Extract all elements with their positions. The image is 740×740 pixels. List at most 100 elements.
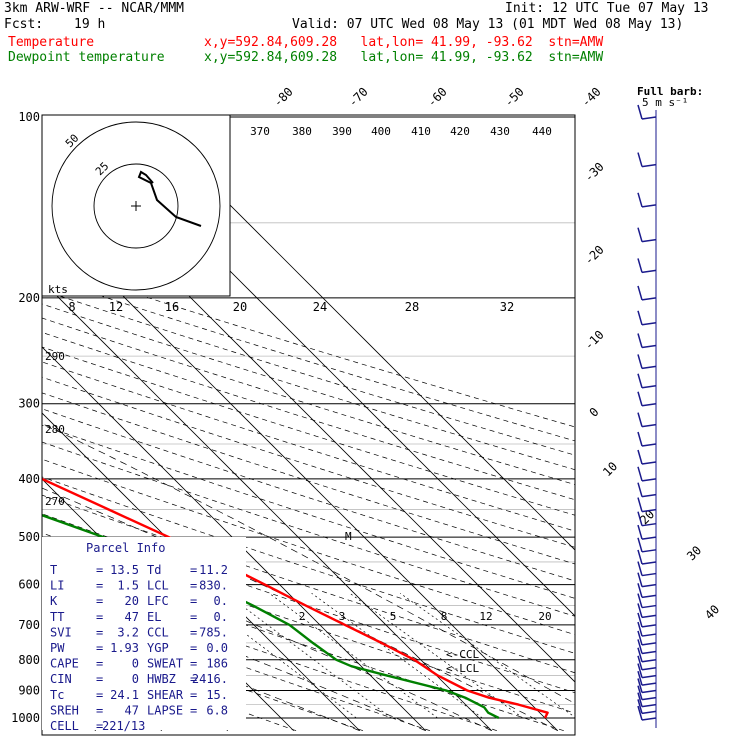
parcel-equals: = <box>96 688 103 702</box>
wind-barb <box>641 689 657 694</box>
plot-frame <box>41 114 576 736</box>
wind-barb <box>641 583 657 588</box>
isotherm-label: 10 <box>600 459 620 479</box>
parcel-value: 47 <box>125 703 139 717</box>
dewpoint-location: x,y=592.84,609.28 lat,lon= 41.99, -93.62… <box>204 50 604 65</box>
theta-e-label: 440 <box>532 125 552 138</box>
parcel-equals: = <box>190 641 197 655</box>
init-time: Init: 12 UTC Tue 07 May 13 <box>505 1 709 16</box>
parcel-value: 830. <box>199 579 228 593</box>
isotherm-label: -20 <box>582 243 607 268</box>
parcel-equals: = <box>190 579 197 593</box>
wind-barb-flag <box>637 310 643 326</box>
parcel-equals: = <box>190 594 197 608</box>
height-label: 290 <box>45 350 65 363</box>
theta-e-label: 370 <box>250 125 270 138</box>
forecast-label: Fcst: <box>4 17 44 32</box>
model-title: 3km ARW-WRF -- NCAR/MMM <box>4 1 185 16</box>
parcel-label: CCL <box>147 625 169 639</box>
parcel-value: 47 <box>125 610 139 624</box>
wind-barb <box>641 561 657 565</box>
parcel-equals: = <box>96 610 103 624</box>
wind-barb <box>641 493 657 498</box>
wind-barb-flag <box>637 655 643 670</box>
mixing-ratio-label: 20 <box>538 610 551 623</box>
wind-barb <box>641 522 657 527</box>
pressure-tick-label: 1000 <box>11 711 40 725</box>
hodograph-trace <box>137 170 202 227</box>
pressure-tick-label: 900 <box>18 683 40 697</box>
valid-time: Valid: 07 UTC Wed 08 May 13 (01 MDT Wed … <box>292 17 684 32</box>
mixing-ratio-label: 2 <box>299 610 306 623</box>
isotherm-line <box>42 412 361 732</box>
wind-barb-flag <box>637 630 643 646</box>
wind-barb <box>641 344 657 349</box>
wind-speed-label: 20 <box>233 300 247 314</box>
hodograph-ring <box>51 121 221 291</box>
dry-adiabat <box>42 346 575 516</box>
parcel-label: Tc <box>50 688 64 702</box>
wind-barb-flag <box>637 593 643 608</box>
pressure-tick-label: 700 <box>18 618 40 632</box>
wind-barb <box>641 549 657 553</box>
barb-legend-title: Full barb: <box>637 85 703 98</box>
wind-barb-flag <box>637 152 643 167</box>
wind-barb-flag <box>637 647 643 662</box>
parcel-equals: = <box>96 563 103 577</box>
wind-barb-flag <box>637 549 643 565</box>
parcel-value: 0.0 <box>206 641 228 655</box>
parcel-label: YGP <box>147 641 169 655</box>
parcel-value: 6.8 <box>206 703 228 717</box>
wind-barb-flag <box>637 583 643 598</box>
parcel-label: CIN <box>50 672 72 686</box>
wind-barb-flag <box>637 537 643 553</box>
parcel-value: 13.5 <box>110 563 139 577</box>
mixing-ratio-line <box>349 592 524 719</box>
parcel-equals: = <box>96 625 103 639</box>
parcel-label: Td <box>147 563 161 577</box>
wind-barb <box>641 269 657 274</box>
theta-e-label: 400 <box>371 125 391 138</box>
wind-barb-flag <box>637 391 643 406</box>
parcel-value: 0 <box>132 657 139 671</box>
hodograph-units: kts <box>48 283 68 296</box>
isotherm-label: 40 <box>702 602 722 622</box>
wind-barb <box>641 384 657 389</box>
dry-adiabat <box>42 276 575 442</box>
wind-barb <box>641 322 657 326</box>
wind-barb <box>641 604 657 609</box>
parcel-label: LAPSE <box>147 703 183 717</box>
mean-marker: M <box>345 530 352 543</box>
mixing-ratio-label: 3 <box>339 610 346 623</box>
parcel-label: CAPE <box>50 657 79 671</box>
mixing-ratio-line <box>399 592 575 718</box>
isotherm-label: -60 <box>425 85 450 110</box>
parcel-value: 11.2 <box>199 563 228 577</box>
parcel-label: PW <box>50 641 65 655</box>
wind-barb <box>641 682 657 686</box>
isotherm-label: -30 <box>582 160 607 185</box>
pressure-tick-label: 500 <box>18 530 40 544</box>
wind-barb <box>641 696 657 701</box>
wind-barb <box>641 667 657 671</box>
isotherm-label: -80 <box>271 85 296 110</box>
ccl-marker: <-CCL <box>446 648 479 661</box>
mixing-ratio-line <box>225 592 392 719</box>
wind-barb-flag <box>637 192 643 208</box>
parcel-equals: = <box>190 688 197 702</box>
wind-barb-flag <box>637 603 643 618</box>
lcl-marker: <-LCL <box>446 662 479 675</box>
parcel-label: HWBZ <box>147 672 176 686</box>
parcel-equals: = <box>96 657 103 671</box>
pressure-tick-label: 200 <box>18 291 40 305</box>
theta-e-label: 380 <box>292 125 312 138</box>
wind-barb-flag <box>637 612 643 628</box>
wind-barb-flag <box>637 572 643 587</box>
wind-barb-flag <box>637 431 643 447</box>
parcel-value: 0. <box>214 594 228 608</box>
parcel-value: 1.5 <box>117 579 139 593</box>
parcel-equals: = <box>96 719 103 733</box>
wind-barb-flag <box>637 678 643 693</box>
wind-barb-flag <box>637 497 643 512</box>
